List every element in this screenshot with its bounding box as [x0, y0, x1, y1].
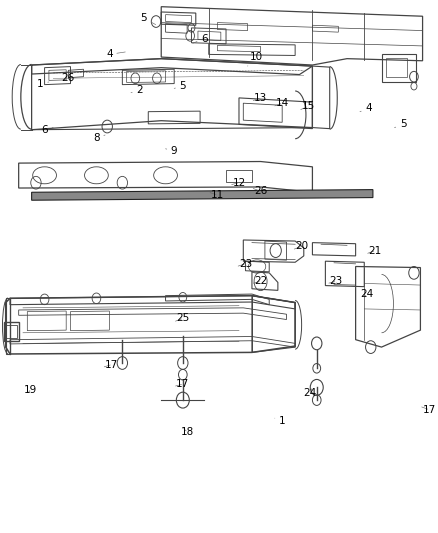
- Text: 2: 2: [131, 85, 143, 95]
- Text: 23: 23: [329, 276, 343, 286]
- Text: 9: 9: [166, 146, 177, 156]
- Text: 4: 4: [106, 50, 125, 59]
- Text: 10: 10: [247, 52, 263, 66]
- Text: 1: 1: [37, 78, 49, 88]
- Text: 17: 17: [176, 379, 190, 389]
- Text: 11: 11: [210, 190, 224, 200]
- Text: 14: 14: [275, 98, 289, 108]
- Text: 4: 4: [360, 103, 372, 114]
- Text: 13: 13: [253, 93, 267, 103]
- Polygon shape: [32, 190, 373, 200]
- Text: 12: 12: [232, 177, 246, 188]
- Text: 5: 5: [174, 81, 186, 91]
- Text: 26: 26: [253, 186, 267, 196]
- Text: 5: 5: [395, 119, 406, 130]
- Text: 19: 19: [24, 384, 37, 394]
- Text: 22: 22: [253, 276, 267, 286]
- Text: 24: 24: [304, 387, 317, 398]
- Text: 25: 25: [176, 313, 190, 324]
- Text: 20: 20: [294, 241, 308, 252]
- Text: 17: 17: [422, 405, 436, 415]
- Text: 24: 24: [360, 289, 373, 299]
- Text: 5: 5: [141, 13, 155, 25]
- Text: 6: 6: [41, 125, 53, 135]
- Text: 21: 21: [368, 246, 381, 256]
- Text: 15: 15: [301, 101, 315, 111]
- Text: 6: 6: [193, 34, 208, 44]
- Text: 23: 23: [238, 259, 252, 269]
- Text: 26: 26: [62, 73, 75, 83]
- Text: 17: 17: [104, 360, 118, 369]
- Text: 8: 8: [93, 133, 105, 143]
- Text: 18: 18: [180, 427, 194, 437]
- Text: 1: 1: [275, 416, 286, 426]
